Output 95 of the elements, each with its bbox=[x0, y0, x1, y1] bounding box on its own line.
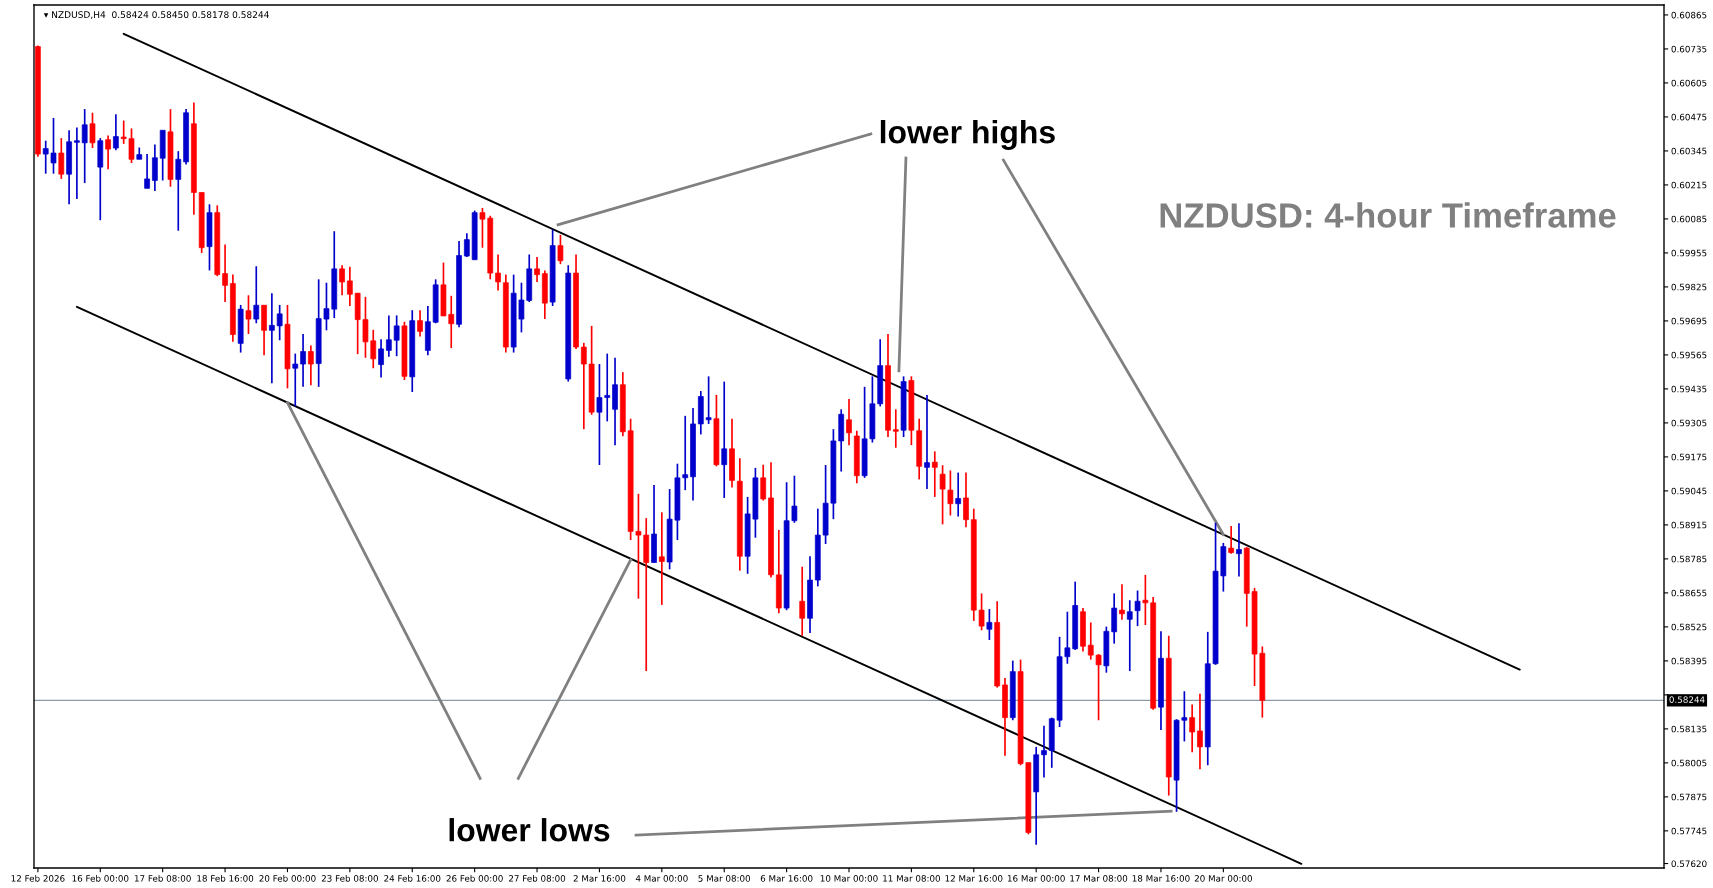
x-tick-label: 11 Mar 08:00 bbox=[883, 875, 941, 882]
x-tick-label: 16 Mar 00:00 bbox=[1007, 875, 1065, 882]
y-tick-label: 0.58005 bbox=[1671, 759, 1707, 767]
candlestick bbox=[1189, 703, 1195, 753]
candlestick bbox=[81, 108, 88, 184]
x-tick-label: 18 Feb 16:00 bbox=[197, 874, 254, 882]
candlestick bbox=[1236, 522, 1242, 578]
y-tick-label: 0.60865 bbox=[1671, 11, 1707, 19]
candlestick bbox=[393, 314, 400, 358]
y-tick-label: 0.60085 bbox=[1671, 215, 1707, 223]
x-tick-label: 12 Mar 16:00 bbox=[945, 875, 1003, 882]
candlestick bbox=[222, 243, 228, 303]
candlestick bbox=[152, 143, 158, 192]
y-tick-label: 0.59695 bbox=[1671, 317, 1707, 325]
y-tick-label: 0.60345 bbox=[1671, 147, 1707, 155]
y-tick-label: 0.59045 bbox=[1671, 487, 1707, 495]
candlestick bbox=[721, 380, 728, 499]
candlestick bbox=[269, 292, 275, 384]
candlestick bbox=[557, 234, 564, 265]
candlestick bbox=[658, 511, 665, 606]
y-tick-label: 0.59435 bbox=[1671, 385, 1707, 393]
candlestick bbox=[347, 265, 353, 307]
candlestick bbox=[986, 608, 993, 641]
candlestick bbox=[292, 352, 299, 408]
y-tick-label: 0.60735 bbox=[1671, 45, 1707, 53]
candlestick bbox=[955, 471, 962, 518]
y-tick-label: 0.57620 bbox=[1671, 860, 1707, 867]
x-tick-label: 20 Feb 00:00 bbox=[259, 874, 316, 882]
x-tick-label: 12 Feb 2026 bbox=[11, 874, 65, 882]
text: NZDUSD: 4-hour Timeframe bbox=[1160, 202, 1616, 228]
x-tick-label: 5 Mar 08:00 bbox=[698, 875, 751, 882]
candlestick bbox=[378, 338, 384, 379]
candlestick bbox=[113, 113, 119, 151]
text: ▾ NZDUSD,H4 0.58424 0.58450 0.58178 0.58244 bbox=[43, 11, 269, 19]
annotation: lower highs bbox=[880, 120, 1055, 150]
candlestick bbox=[799, 565, 806, 637]
x-tick-label: 17 Mar 08:00 bbox=[1070, 875, 1128, 882]
candlestick bbox=[276, 304, 283, 342]
y-tick-label: 0.57875 bbox=[1671, 793, 1707, 801]
y-tick-label: 0.59305 bbox=[1671, 419, 1707, 427]
y-tick-label: 0.60475 bbox=[1671, 113, 1707, 121]
y-tick-label: 0.59955 bbox=[1671, 249, 1707, 257]
candlestick bbox=[89, 111, 96, 149]
candlestick bbox=[386, 314, 392, 358]
y-tick-label: 0.58395 bbox=[1671, 657, 1707, 665]
x-tick-label: 20 Mar 00:00 bbox=[1194, 875, 1252, 882]
candlestick bbox=[1197, 692, 1203, 770]
candlestick bbox=[1041, 724, 1047, 779]
candlestick bbox=[308, 344, 314, 387]
candlestick bbox=[963, 471, 969, 529]
candlestick bbox=[144, 153, 150, 190]
y-tick-label: 0.60605 bbox=[1671, 79, 1707, 87]
candlestick bbox=[1126, 599, 1133, 672]
candlestick bbox=[175, 150, 182, 232]
candlestick bbox=[74, 126, 80, 200]
candlestick bbox=[1119, 583, 1125, 621]
y-tick-label: 0.58655 bbox=[1671, 589, 1707, 597]
candlestick bbox=[1228, 525, 1234, 555]
y-tick-label: 0.58915 bbox=[1671, 521, 1707, 529]
candlestick bbox=[534, 256, 540, 283]
candlestick bbox=[931, 450, 938, 498]
y-tick-label: 0.59825 bbox=[1671, 283, 1707, 291]
candlestick bbox=[58, 137, 65, 180]
x-tick-label: 10 Mar 00:00 bbox=[820, 875, 878, 882]
candlestick bbox=[892, 408, 899, 449]
candlestick bbox=[300, 333, 306, 388]
x-tick-label: 26 Feb 00:00 bbox=[446, 874, 503, 882]
x-tick-label: 27 Feb 08:00 bbox=[508, 874, 566, 882]
y-tick-label: 0.58525 bbox=[1671, 623, 1707, 631]
candlestick bbox=[1134, 589, 1141, 627]
y-tick-label: 0.58135 bbox=[1671, 725, 1707, 733]
candlestick bbox=[924, 394, 930, 490]
candlestick bbox=[105, 134, 111, 171]
x-tick-label: 17 Feb 08:00 bbox=[134, 874, 191, 882]
y-tick-label: 0.57745 bbox=[1671, 827, 1707, 835]
candlestick bbox=[846, 398, 852, 446]
annotation: lower lows bbox=[449, 818, 610, 842]
x-tick-label: 6 Mar 16:00 bbox=[760, 875, 813, 882]
candlestick bbox=[245, 294, 252, 335]
candlestick bbox=[760, 463, 767, 502]
ref-line-label: 0.58244 bbox=[1669, 696, 1705, 703]
y-tick-label: 0.59565 bbox=[1671, 351, 1707, 359]
x-tick-label: 2 Mar 16:00 bbox=[573, 875, 626, 882]
y-tick-label: 0.60215 bbox=[1671, 181, 1707, 189]
x-tick-label: 24 Feb 16:00 bbox=[384, 874, 441, 882]
candlestick bbox=[495, 253, 501, 292]
candlestick bbox=[417, 309, 423, 338]
candlestick bbox=[339, 264, 345, 297]
x-tick-label: 18 Mar 16:00 bbox=[1132, 875, 1190, 882]
candlestick bbox=[253, 265, 260, 325]
x-tick-label: 23 Feb 08:00 bbox=[321, 874, 378, 882]
y-tick-label: 0.59175 bbox=[1671, 453, 1707, 461]
x-tick-label: 4 Mar 00:00 bbox=[635, 875, 688, 882]
x-tick-label: 16 Feb 00:00 bbox=[72, 874, 129, 882]
y-tick-label: 0.58785 bbox=[1671, 555, 1707, 563]
